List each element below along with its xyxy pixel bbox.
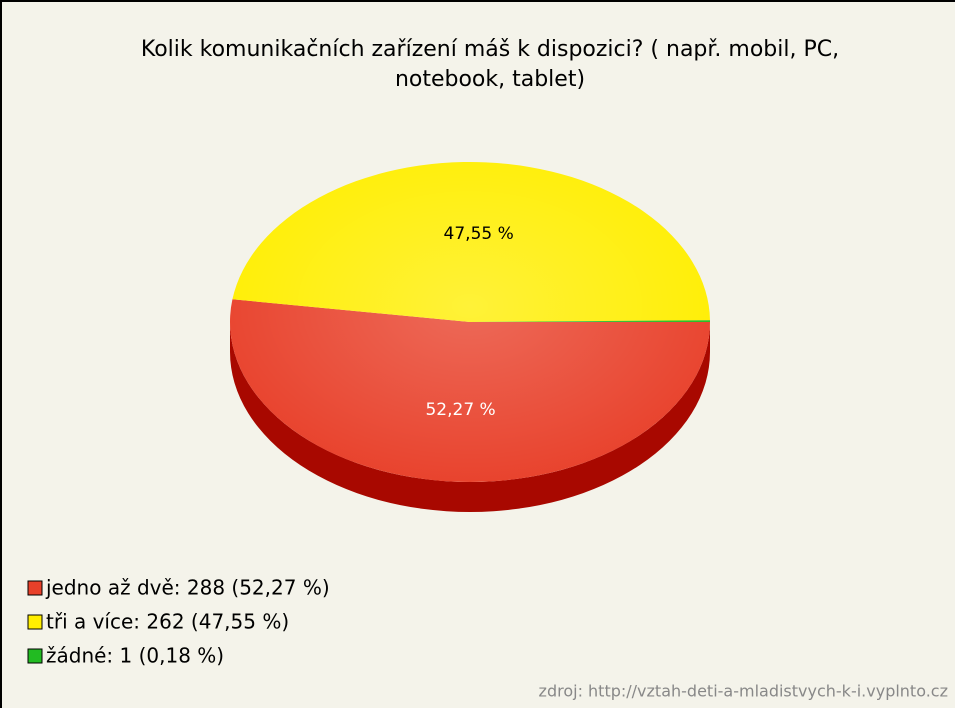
legend-swatch: [27, 648, 43, 664]
legend-label: žádné: 1 (0,18 %): [46, 644, 224, 668]
legend-swatch: [27, 580, 43, 596]
source: zdroj: http://vztah-deti-a-mladistvych-k…: [539, 682, 948, 701]
value-label: 47,55 %: [444, 224, 514, 244]
legend-swatch: [27, 614, 43, 630]
chart-title: Kolik komunikačních zařízení máš k dispo…: [141, 37, 839, 62]
value-label: 52,27 %: [425, 400, 495, 420]
legend-label: jedno až dvě: 288 (52,27 %): [45, 576, 330, 600]
chart-title: notebook, tablet): [395, 67, 585, 92]
legend-label: tři a více: 262 (47,55 %): [46, 610, 289, 634]
